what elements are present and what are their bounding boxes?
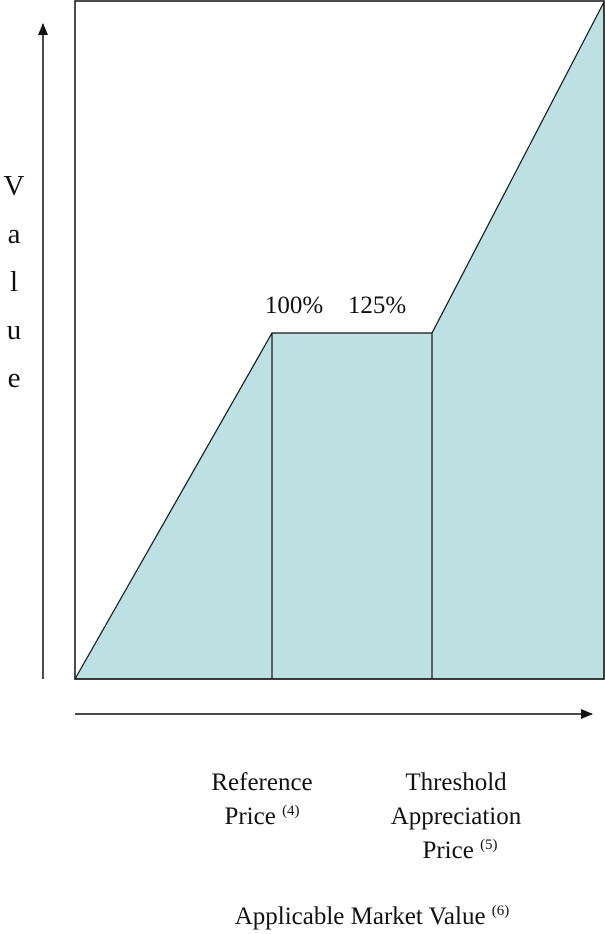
x-label: Appreciation bbox=[391, 803, 522, 830]
x-label: Price (4) bbox=[224, 803, 299, 830]
level-label: 100% bbox=[265, 292, 323, 319]
footnote: (6) bbox=[492, 903, 510, 919]
level-label: 125% bbox=[348, 292, 406, 319]
x-label-line: Price bbox=[224, 803, 275, 830]
value-area bbox=[73, 1, 605, 680]
x-axis-label: Applicable Market Value (6) bbox=[235, 903, 510, 930]
x-label: Reference bbox=[211, 769, 312, 796]
footnote: (4) bbox=[282, 803, 300, 819]
x-label: Price (5) bbox=[422, 837, 497, 864]
y-axis-label: Value bbox=[0, 170, 30, 410]
x-label-line: Price bbox=[422, 837, 473, 864]
x-axis-label-text: Applicable Market Value bbox=[235, 903, 486, 930]
x-label: Threshold bbox=[405, 769, 507, 796]
frame bbox=[74, 0, 605, 680]
footnote: (5) bbox=[480, 837, 498, 853]
